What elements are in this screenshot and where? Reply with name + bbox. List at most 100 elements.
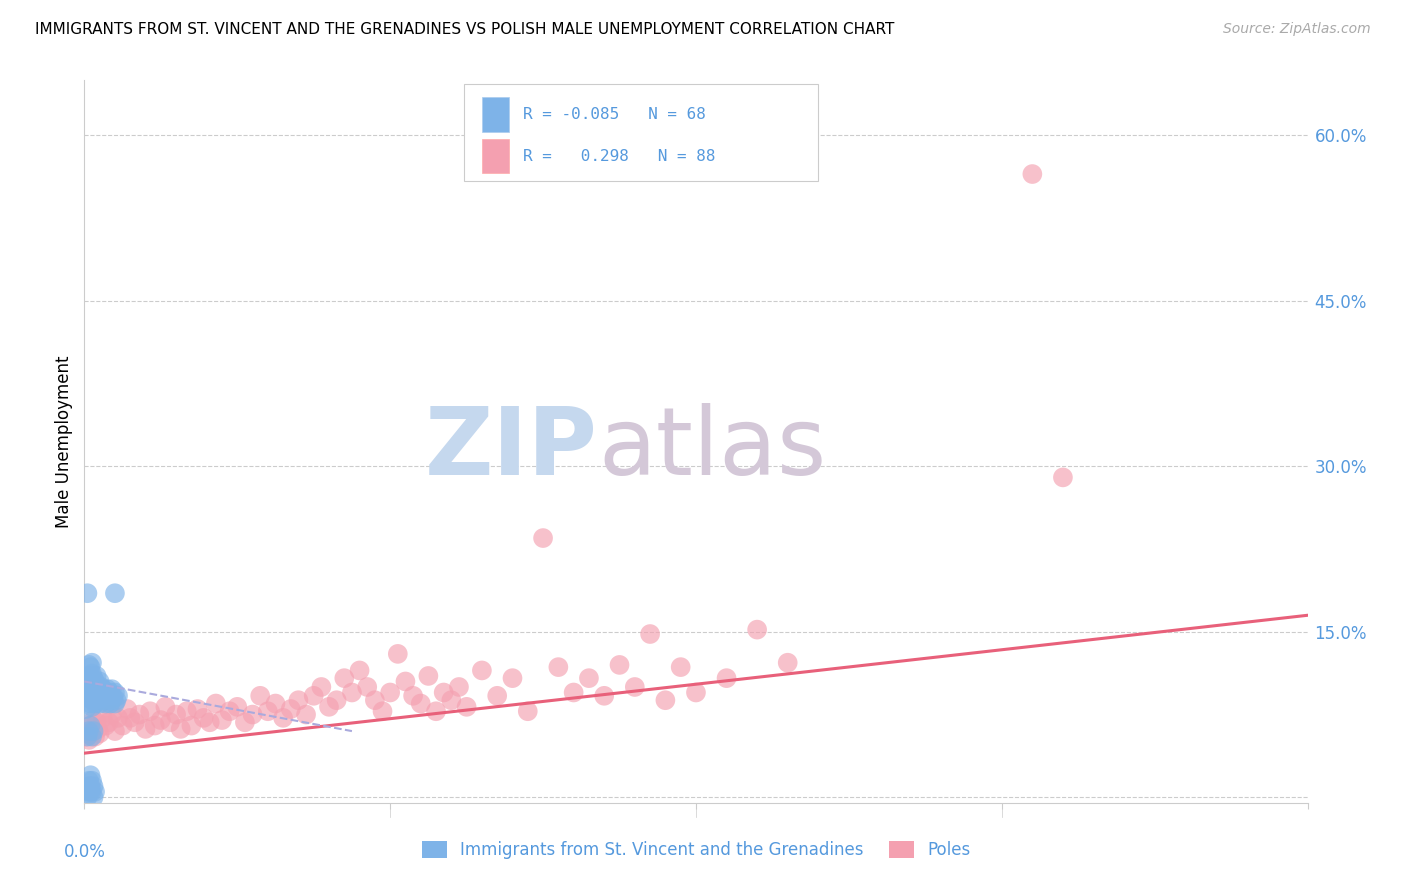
Point xyxy=(101,707,124,722)
Point xyxy=(547,660,569,674)
Point xyxy=(280,702,302,716)
Point xyxy=(716,671,738,685)
Point xyxy=(562,685,585,699)
Point xyxy=(447,680,470,694)
Point xyxy=(77,773,100,788)
Point xyxy=(295,707,318,722)
Point xyxy=(654,693,676,707)
Point xyxy=(96,682,118,697)
Point xyxy=(747,623,769,637)
Point xyxy=(257,704,280,718)
Point xyxy=(94,718,117,732)
Point xyxy=(79,671,101,685)
Point xyxy=(94,685,117,699)
Point xyxy=(287,693,309,707)
Point xyxy=(349,664,371,678)
Point xyxy=(669,660,692,674)
Text: R = -0.085   N = 68: R = -0.085 N = 68 xyxy=(523,107,706,121)
Point xyxy=(402,689,425,703)
Point xyxy=(364,693,387,707)
Point xyxy=(249,689,271,703)
Point xyxy=(79,660,101,674)
Point xyxy=(77,680,100,694)
Point xyxy=(685,685,707,699)
Point xyxy=(409,697,432,711)
Point xyxy=(79,718,101,732)
Point xyxy=(79,785,101,799)
Point xyxy=(340,685,363,699)
Point xyxy=(624,680,647,694)
Point xyxy=(83,682,105,697)
Point xyxy=(302,689,325,703)
Text: 0.0%: 0.0% xyxy=(63,843,105,861)
Point xyxy=(87,693,110,707)
Point xyxy=(91,682,114,697)
Point xyxy=(105,693,128,707)
Point xyxy=(80,785,103,799)
Point xyxy=(456,699,478,714)
Point xyxy=(418,669,440,683)
Point xyxy=(76,790,98,805)
Point xyxy=(440,693,463,707)
Text: IMMIGRANTS FROM ST. VINCENT AND THE GRENADINES VS POLISH MALE UNEMPLOYMENT CORRE: IMMIGRANTS FROM ST. VINCENT AND THE GREN… xyxy=(35,22,894,37)
Point xyxy=(135,722,157,736)
Point xyxy=(311,680,333,694)
Point xyxy=(97,715,120,730)
Point xyxy=(80,678,103,692)
Point xyxy=(91,693,114,707)
Point xyxy=(502,671,524,685)
Point xyxy=(107,689,129,703)
Point xyxy=(77,724,100,739)
Point xyxy=(83,790,105,805)
Point xyxy=(98,685,121,699)
Point xyxy=(87,722,110,736)
Point xyxy=(76,674,98,689)
Point xyxy=(89,674,111,689)
Point xyxy=(103,691,125,706)
Point xyxy=(159,715,181,730)
Point xyxy=(83,671,105,685)
Point xyxy=(516,704,538,718)
Y-axis label: Male Unemployment: Male Unemployment xyxy=(55,355,73,528)
Point xyxy=(96,693,118,707)
Point xyxy=(75,730,97,744)
Point xyxy=(76,586,98,600)
Point xyxy=(387,647,409,661)
Text: Source: ZipAtlas.com: Source: ZipAtlas.com xyxy=(1223,22,1371,37)
Point xyxy=(486,689,509,703)
Point xyxy=(425,704,447,718)
Point xyxy=(79,697,101,711)
Point xyxy=(233,715,256,730)
Point xyxy=(333,671,356,685)
Point xyxy=(149,713,172,727)
Point xyxy=(356,680,378,694)
Point xyxy=(776,656,799,670)
Point xyxy=(80,666,103,681)
Point xyxy=(318,699,340,714)
Point xyxy=(205,697,228,711)
Point xyxy=(77,657,100,672)
Point xyxy=(165,707,187,722)
Point xyxy=(77,669,100,683)
Point xyxy=(226,699,249,714)
Point xyxy=(86,680,108,694)
Point xyxy=(80,656,103,670)
Point xyxy=(77,733,100,747)
Point xyxy=(79,779,101,793)
Point xyxy=(93,689,115,703)
Point xyxy=(76,726,98,740)
Point xyxy=(104,586,127,600)
Point xyxy=(80,730,103,744)
Point xyxy=(242,707,264,722)
Point xyxy=(176,704,198,718)
Text: R =   0.298   N = 88: R = 0.298 N = 88 xyxy=(523,149,716,163)
Point xyxy=(80,699,103,714)
Point xyxy=(170,722,193,736)
Point xyxy=(198,715,221,730)
FancyBboxPatch shape xyxy=(464,84,818,181)
Point xyxy=(75,702,97,716)
Point xyxy=(90,680,112,694)
Point xyxy=(101,693,124,707)
Point xyxy=(83,779,105,793)
Point xyxy=(77,691,100,706)
